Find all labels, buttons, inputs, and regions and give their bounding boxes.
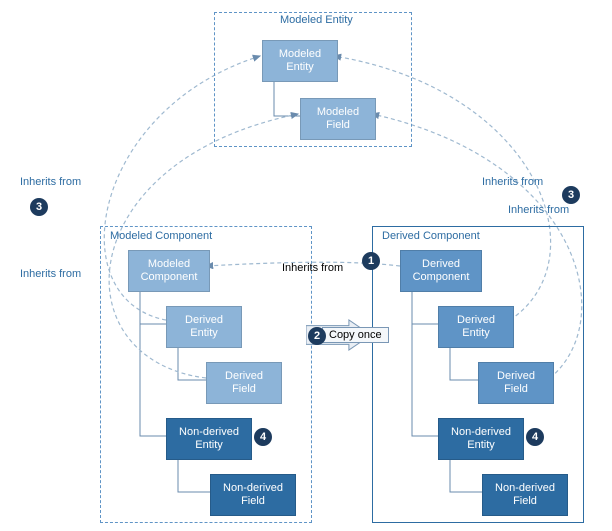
- node-derived-entity-right: Derived Entity: [438, 306, 514, 348]
- node-nonderived-entity-right: Non-derived Entity: [438, 418, 524, 460]
- group-derived-component-title: Derived Component: [382, 230, 480, 242]
- group-modeled-entity-title: Modeled Entity: [280, 14, 353, 26]
- node-derived-field-right: Derived Field: [478, 362, 554, 404]
- badge-4-right: 4: [526, 428, 544, 446]
- label-inherits-left: Inherits from: [20, 268, 81, 280]
- badge-2: 2: [308, 327, 326, 345]
- node-nonderived-entity-left: Non-derived Entity: [166, 418, 252, 460]
- label-inherits-mid: Inherits from: [282, 262, 343, 274]
- label-inherits-right2: Inherits from: [508, 204, 569, 216]
- node-modeled-entity: Modeled Entity: [262, 40, 338, 82]
- node-nonderived-field-right: Non-derived Field: [482, 474, 568, 516]
- node-derived-entity-left: Derived Entity: [166, 306, 242, 348]
- badge-1: 1: [362, 252, 380, 270]
- node-modeled-field: Modeled Field: [300, 98, 376, 140]
- diagram-stage: Modeled Entity Modeled Component Derived…: [0, 0, 612, 531]
- node-nonderived-field-left: Non-derived Field: [210, 474, 296, 516]
- badge-4-left: 4: [254, 428, 272, 446]
- badge-3-right: 3: [562, 186, 580, 204]
- group-modeled-component-title: Modeled Component: [110, 230, 212, 242]
- badge-3-left: 3: [30, 198, 48, 216]
- copy-once-label: Copy once: [322, 327, 389, 343]
- node-modeled-component: Modeled Component: [128, 250, 210, 292]
- label-inherits-top: Inherits from: [20, 176, 81, 188]
- label-inherits-right1: Inherits from: [482, 176, 543, 188]
- node-derived-component: Derived Component: [400, 250, 482, 292]
- node-derived-field-left: Derived Field: [206, 362, 282, 404]
